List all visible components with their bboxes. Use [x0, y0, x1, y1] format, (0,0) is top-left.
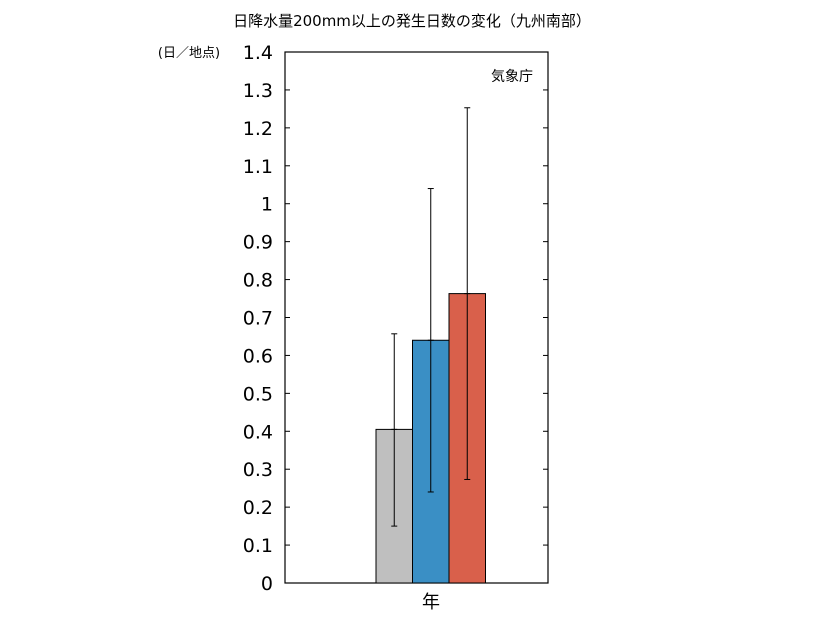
y-tick-label: 0	[261, 573, 273, 595]
y-axis: 0 0.1 0.2 0.3 0.4 0.5 0.6 0.7 0.8 0.9 1 1.1 1.2 1.3 1.…	[243, 42, 548, 595]
y-tick-label: 1.4	[243, 42, 273, 64]
y-tick-label: 0.7	[243, 308, 273, 330]
y-tick-label: 0.6	[243, 345, 273, 367]
y-tick-label: 0.2	[243, 497, 273, 519]
bar-group	[375, 107, 486, 584]
y-tick-label: 1.1	[243, 156, 273, 178]
y-tick-label: 1.3	[243, 80, 273, 102]
y-tick-label: 0.1	[243, 535, 273, 557]
source-label: 気象庁	[491, 69, 533, 85]
chart-title: 日降水量200mm以上の発生日数の変化（九州南部）	[233, 12, 591, 30]
y-tick-label: 0.3	[243, 459, 273, 481]
y-axis-unit-label: (日／地点)	[158, 46, 220, 61]
x-category-label: 年	[422, 592, 440, 613]
y-tick-label: 1.2	[243, 118, 273, 140]
y-tick-label: 0.5	[243, 383, 273, 405]
y-tick-label: 1	[261, 194, 273, 216]
y-tick-label: 0.8	[243, 270, 273, 292]
y-tick-label: 0.9	[243, 232, 273, 254]
y-tick-label: 0.4	[243, 421, 273, 443]
